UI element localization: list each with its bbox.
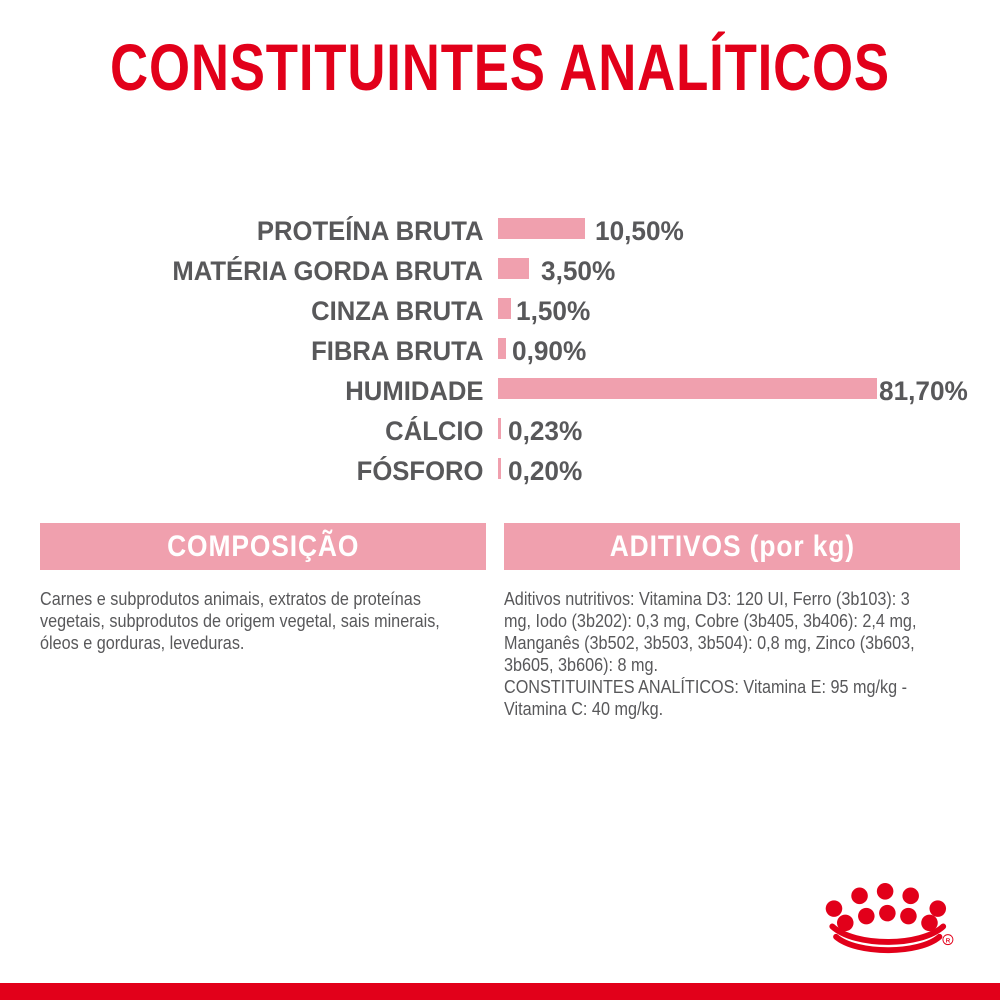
svg-text:R: R [946,938,951,945]
